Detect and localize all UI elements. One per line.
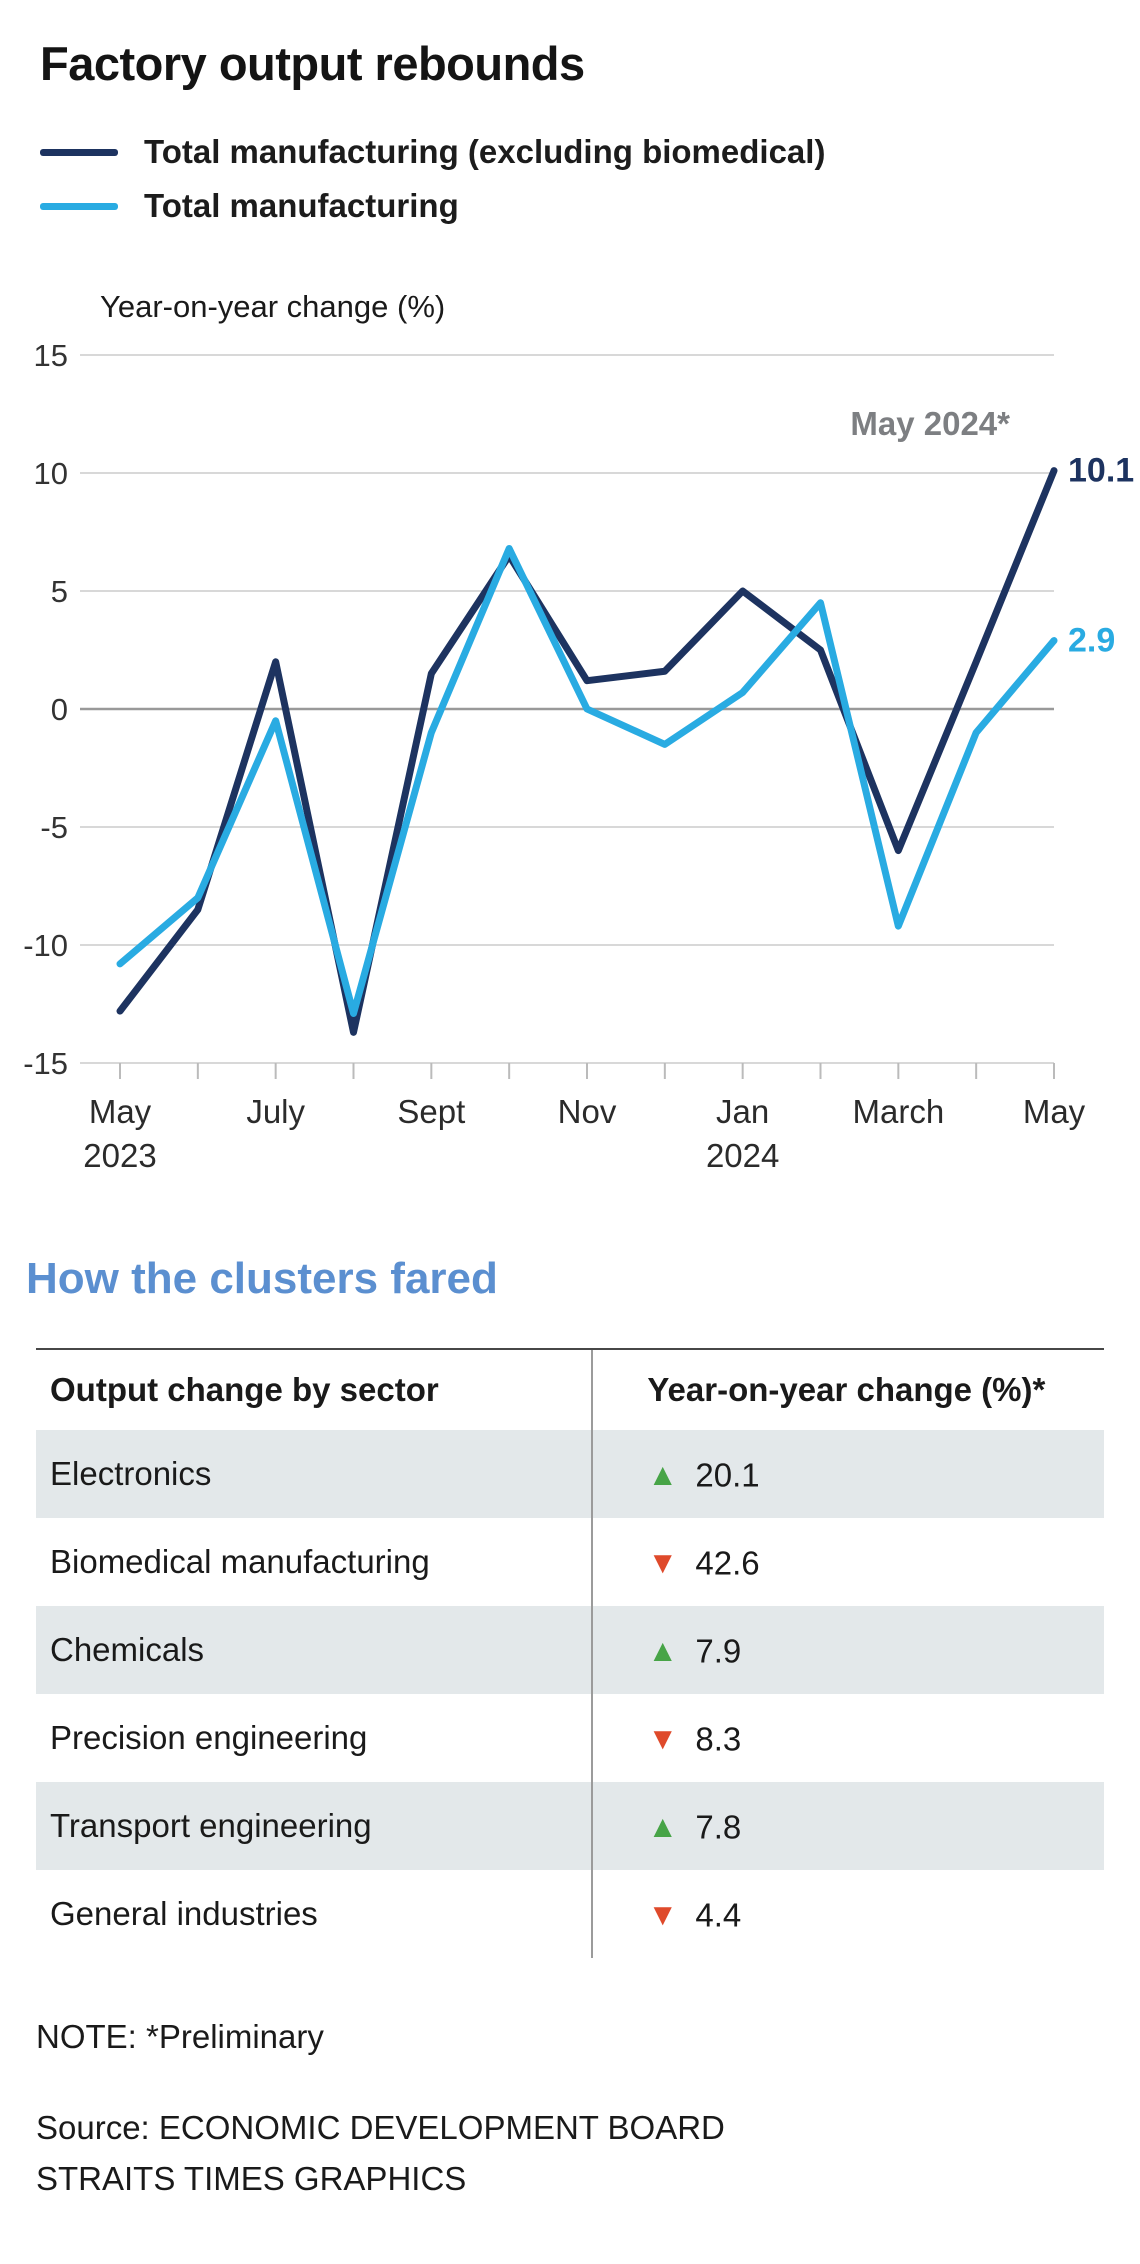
legend-label: Total manufacturing [144,187,459,224]
page-title: Factory output rebounds [40,37,585,90]
value-cell: ▼ 8.3 [591,1694,1104,1782]
source-line-2: STRAITS TIMES GRAPHICS [36,2160,467,2198]
sector-cell: General industries [50,1895,318,1932]
column-divider [591,1350,594,1958]
svg-text:2.9: 2.9 [1068,622,1115,660]
value-text: 7.9 [695,1632,742,1670]
svg-text:10.1: 10.1 [1068,452,1134,490]
legend-line-excl-biomedical [40,148,118,156]
svg-text:Year-on-year change (%): Year-on-year change (%) [100,289,445,324]
legend-line-total [40,202,118,210]
svg-text:May: May [1023,1093,1086,1130]
value-cell: ▲ 7.8 [591,1782,1104,1870]
value-cell: ▼ 4.4 [591,1870,1104,1958]
svg-text:May: May [89,1093,152,1130]
line-chart: Year-on-year change (%) 15 10 5 0 -5 -10 -15 May… [23,289,1134,1174]
direction-icon: ▲ [647,1457,679,1493]
table-row: Transport engineering ▲ 7.8 [36,1782,1104,1870]
value-text: 7.8 [695,1808,742,1846]
svg-text:Sept: Sept [397,1093,465,1130]
value-text: 20.1 [695,1456,760,1494]
value-text: 8.3 [695,1720,742,1758]
source-line-1: Source: ECONOMIC DEVELOPMENT BOARD [36,2109,725,2146]
value-cell: ▲ 7.9 [591,1606,1104,1694]
svg-text:July: July [246,1093,305,1130]
clusters-table-wrap: Output change by sector Year-on-year cha… [36,1348,1104,1958]
chart-legend: Total manufacturing (excluding biomedica… [40,133,1140,225]
direction-icon: ▲ [647,1633,679,1669]
svg-text:March: March [852,1093,944,1130]
table-header-row: Output change by sector Year-on-year cha… [36,1350,1104,1430]
sector-cell: Chemicals [50,1631,205,1668]
value-text: 42.6 [695,1544,760,1582]
sector-cell: Biomedical manufacturing [50,1543,430,1580]
svg-text:15: 15 [34,338,68,373]
legend-item: Total manufacturing [40,187,1140,225]
table-row: Precision engineering ▼ 8.3 [36,1694,1104,1782]
col-header-sector: Output change by sector [50,1371,439,1408]
direction-icon: ▼ [647,1545,679,1581]
sector-cell: Electronics [50,1455,212,1492]
value-text: 4.4 [695,1896,742,1934]
direction-icon: ▼ [647,1897,679,1933]
col-header-change: Year-on-year change (%)* [647,1371,1046,1408]
direction-icon: ▼ [647,1721,679,1757]
note-text: NOTE: *Preliminary [36,2018,324,2055]
table-row: Biomedical manufacturing ▼ 42.6 [36,1518,1104,1606]
sector-cell: Transport engineering [50,1807,372,1844]
svg-text:2023: 2023 [83,1137,156,1174]
svg-text:Nov: Nov [558,1093,617,1130]
value-cell: ▼ 42.6 [591,1518,1104,1606]
svg-text:-10: -10 [23,928,68,963]
legend-label: Total manufacturing (excluding biomedica… [144,133,826,170]
svg-text:2024: 2024 [706,1137,779,1174]
section-heading: How the clusters fared [26,1254,498,1303]
svg-text:5: 5 [51,574,68,609]
legend-item: Total manufacturing (excluding biomedica… [40,133,1140,171]
svg-text:10: 10 [34,456,68,491]
svg-text:-5: -5 [40,810,68,845]
table-row: Electronics ▲ 20.1 [36,1430,1104,1518]
clusters-table: Output change by sector Year-on-year cha… [36,1350,1104,1958]
value-cell: ▲ 20.1 [591,1430,1104,1518]
svg-text:0: 0 [51,692,68,727]
table-row: General industries ▼ 4.4 [36,1870,1104,1958]
svg-text:-15: -15 [23,1046,68,1081]
table-row: Chemicals ▲ 7.9 [36,1606,1104,1694]
svg-text:May 2024*: May 2024* [850,405,1010,442]
source-text: Source: ECONOMIC DEVELOPMENT BOARD STRAI… [36,2102,1140,2204]
direction-icon: ▲ [647,1809,679,1845]
sector-cell: Precision engineering [50,1719,368,1756]
svg-text:Jan: Jan [716,1093,769,1130]
